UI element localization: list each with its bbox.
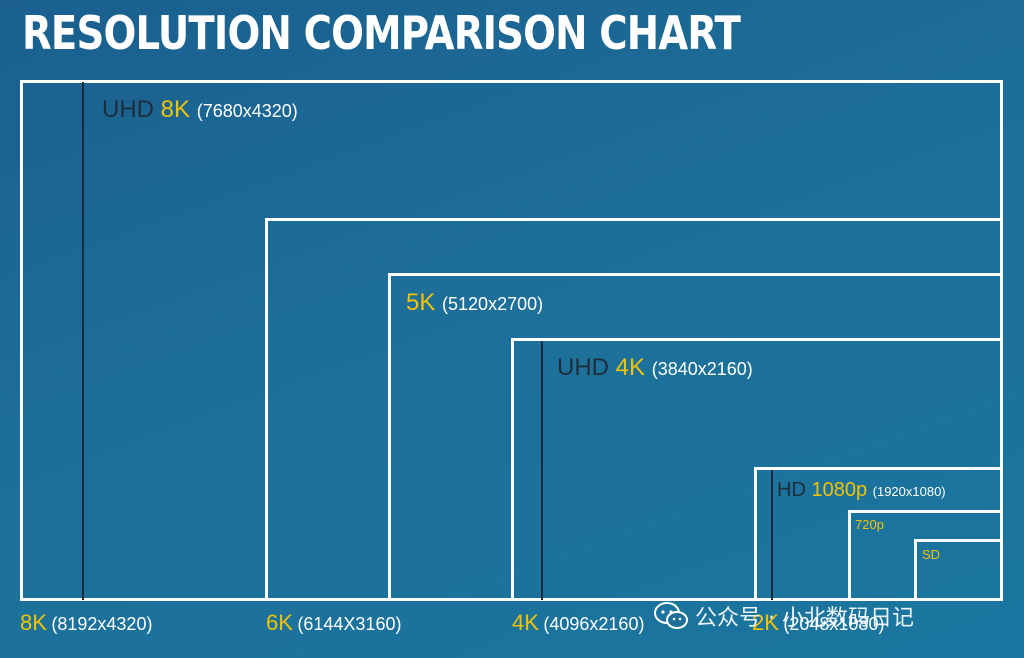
watermark: 公众号 · 小北数码日记 (653, 600, 914, 632)
label-hd-prefix: HD (777, 479, 806, 501)
bottom-label-6k-dims: (6144X3160) (297, 614, 402, 634)
label-sd: SD (922, 547, 941, 562)
label-uhd-4k-dims: (3840x2160) (651, 359, 753, 379)
bottom-label-4k-name: 4K (512, 610, 539, 635)
bottom-label-2k-dims: (2048x1080) (783, 614, 885, 634)
label-uhd-4k-prefix: UHD (557, 354, 609, 381)
bottom-label-2k-name: 2K (752, 610, 779, 635)
bottom-label-2k: 2K (2048x1080) (752, 610, 884, 636)
watermark-text: 公众号 · 小北数码日记 (695, 606, 914, 631)
label-5k-name: 5K (406, 289, 436, 316)
uhd-4k-boundary-line (541, 341, 543, 600)
bottom-label-8k: 8K (8192x4320) (20, 610, 152, 636)
bottom-label-8k-name: 8K (20, 610, 47, 635)
label-uhd-8k-name: 8K (160, 96, 191, 123)
bottom-label-6k-name: 6K (266, 610, 293, 635)
label-uhd-8k-dims: (7680x4320) (196, 101, 298, 121)
label-uhd-8k: UHD 8K (7680x4320) (102, 96, 298, 124)
label-uhd-8k-prefix: UHD (102, 96, 154, 123)
box-sd (914, 539, 1003, 601)
hd-1080p-boundary-line (771, 470, 773, 600)
label-5k: 5K (5120x2700) (406, 289, 543, 317)
bottom-label-4k: 4K (4096x2160) (512, 610, 644, 636)
bottom-label-4k-dims: (4096x2160) (543, 614, 645, 634)
box-4k (511, 338, 1003, 601)
box-2k (754, 467, 1003, 601)
label-hd-1080p: HD 1080p (1920x1080) (777, 479, 946, 502)
chart-title: RESOLUTION COMPARISON CHART (22, 6, 741, 60)
box-5k (388, 273, 1003, 601)
bottom-label-8k-dims: (8192x4320) (51, 614, 153, 634)
box-720p (848, 510, 1003, 601)
box-6k (265, 218, 1003, 601)
label-1080p-dims: (1920x1080) (872, 484, 946, 499)
uhd-8k-boundary-line (82, 82, 84, 600)
bottom-label-6k: 6K (6144X3160) (266, 610, 401, 636)
wechat-icon (654, 602, 688, 629)
label-uhd-4k-name: 4K (615, 354, 646, 381)
label-5k-dims: (5120x2700) (442, 294, 544, 314)
label-1080p-name: 1080p (811, 479, 868, 501)
label-uhd-4k: UHD 4K (3840x2160) (557, 354, 753, 382)
label-720p: 720p (855, 517, 884, 532)
